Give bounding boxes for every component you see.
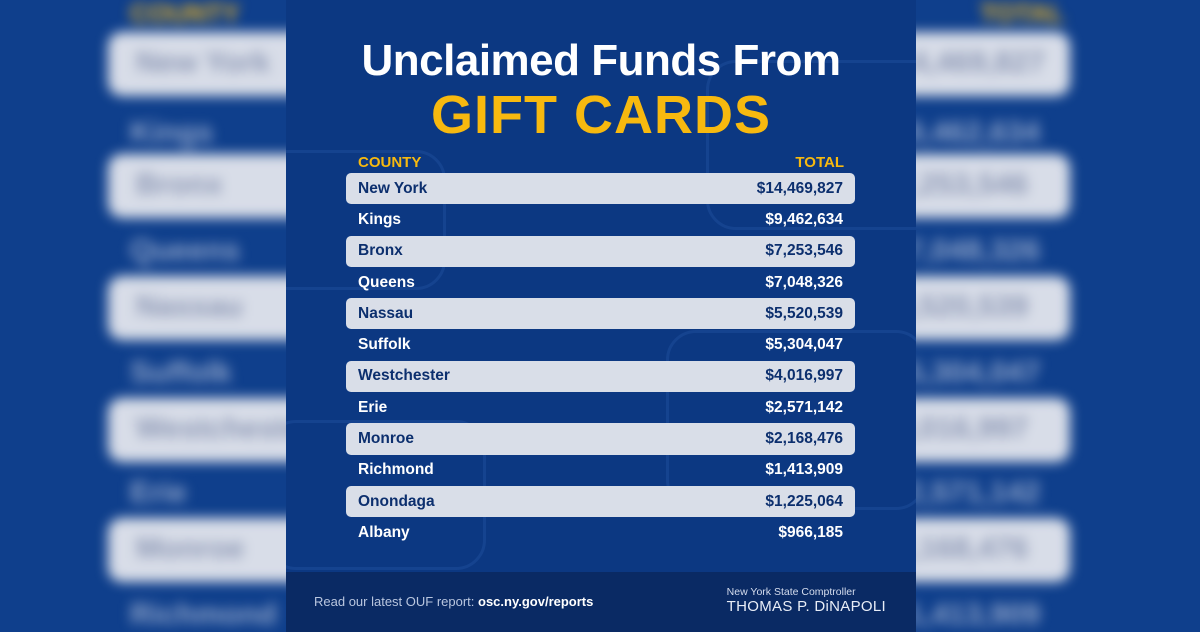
county-total: $4,016,997 [765,367,843,385]
county-total: $2,168,476 [765,430,843,448]
county-name: Kings [358,210,402,228]
county-name: Nassau [358,304,414,322]
table-row: Nassau $5,520,539 [346,298,855,330]
blurred-row: Nassau [108,276,300,340]
blurred-row: $7,048,326 [900,234,1041,267]
column-header-total: TOTAL [795,154,844,171]
blurred-row: $4,016,997 [900,398,1070,462]
county-total: $1,225,064 [765,492,843,510]
blurred-row: $7,253,546 [900,154,1070,218]
county-total: $5,520,539 [765,304,843,322]
county-name: Monroe [358,430,414,448]
table-row: Onondaga $1,225,064 [346,485,855,518]
blurred-row: Queens [130,234,241,267]
table-row: Albany $966,185 [346,517,855,548]
blurred-row: $14,469,827 [900,32,1070,96]
county-name: Westchester [358,367,450,385]
county-name: New York [358,179,428,197]
county-name: Albany [358,523,410,541]
infographic-panel: Unclaimed Funds From GIFT CARDS COUNTY T… [286,0,916,632]
background-card-shape [706,60,916,230]
blurred-row: $1,413,909 [900,598,1041,631]
county-total: $5,304,047 [765,336,843,354]
blurred-header-county: COUNTY [130,0,240,28]
county-name: Bronx [358,242,403,260]
blurred-row: $5,304,047 [900,356,1041,389]
county-name: Richmond [358,461,434,479]
county-name: Onondaga [358,492,435,510]
blurred-row: Suffolk [130,356,232,389]
blurred-background-left: COUNTY New York Kings Bronx Queens Nassa… [0,0,300,632]
table-row: Richmond $1,413,909 [346,455,855,486]
table-row: Monroe $2,168,476 [346,423,855,455]
report-link-prefix: Read our latest OUF report: [314,594,479,609]
county-table: New York $14,469,827 Kings $9,462,634 Br… [346,173,855,549]
county-total: $14,469,827 [756,179,843,197]
blurred-row: $2,168,476 [900,518,1070,582]
blurred-row: $9,462,634 [900,116,1041,149]
blurred-row: Richmond [130,598,277,631]
table-row: Kings $9,462,634 [346,204,855,235]
blurred-row: Bronx [108,154,300,218]
report-link-url[interactable]: osc.ny.gov/reports [478,594,594,609]
footer-bar: Read our latest OUF report: osc.ny.gov/r… [286,572,916,632]
county-total: $9,462,634 [765,210,843,228]
comptroller-name: THOMAS P. DiNAPOLI [726,598,886,615]
blurred-background-right: TOTAL $14,469,827 $9,462,634 $7,253,546 … [900,0,1200,632]
table-row: Erie $2,571,142 [346,392,855,423]
county-total: $966,185 [778,523,843,541]
background-card-shape [286,150,446,290]
title-line-2: GIFT CARDS [431,85,771,145]
table-row: Bronx $7,253,546 [346,235,855,267]
table-row: Westchester $4,016,997 [346,360,855,393]
county-name: Erie [358,398,388,416]
county-name: Suffolk [358,336,411,354]
blurred-row: Westchester [108,398,300,462]
table-row: Queens $7,048,326 [346,267,855,298]
table-row: New York $14,469,827 [346,173,855,205]
blurred-row: New York [108,32,300,96]
comptroller-office: New York State Comptroller [726,586,856,598]
table-row: Suffolk $5,304,047 [346,329,855,360]
blurred-row: Monroe [108,518,300,582]
blurred-row: Erie [130,476,187,509]
county-total: $7,253,546 [765,242,843,260]
column-header-county: COUNTY [358,154,422,171]
title-line-1: Unclaimed Funds From [361,36,841,85]
blurred-row: Kings [130,116,214,149]
report-link-text: Read our latest OUF report: osc.ny.gov/r… [314,594,593,609]
county-total: $1,413,909 [765,461,843,479]
blurred-header-total: TOTAL [980,0,1065,28]
blurred-row: $5,520,539 [900,276,1070,340]
county-total: $2,571,142 [765,398,843,416]
blurred-row: $2,571,142 [900,476,1041,509]
county-name: Queens [358,273,415,291]
county-total: $7,048,326 [765,273,843,291]
comptroller-signature: New York State Comptroller THOMAS P. DiN… [727,586,886,615]
